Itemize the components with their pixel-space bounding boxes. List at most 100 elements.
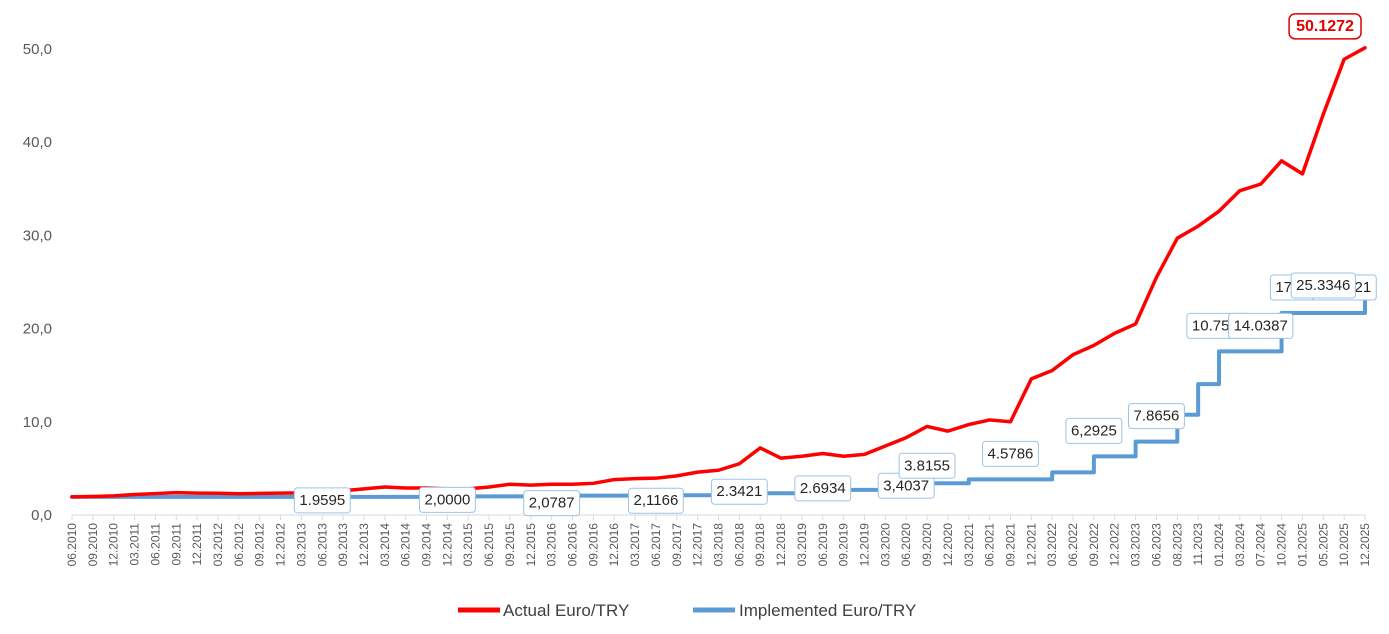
x-tick-label: 10.2024 — [1275, 523, 1289, 567]
x-tick-label: 06.2014 — [399, 523, 413, 567]
x-tick-label: 06.2016 — [566, 523, 580, 567]
x-tick-label: 06.2019 — [816, 523, 830, 567]
x-tick-label: 03.2021 — [962, 523, 976, 567]
legend-label-implemented: Implemented Euro/TRY — [739, 601, 916, 620]
x-tick-label: 03.2015 — [461, 523, 475, 567]
x-tick-label: 01.2025 — [1295, 523, 1309, 567]
data-label: 50.1272 — [1288, 13, 1362, 40]
data-label: 2.3421 — [710, 478, 768, 505]
x-tick-label: 06.2013 — [315, 523, 329, 567]
data-label-text: 3,4037 — [883, 477, 929, 494]
y-tick-label: 20,0 — [23, 321, 52, 338]
data-label-text: 2.6934 — [800, 480, 846, 497]
x-tick-label: 03.2019 — [795, 523, 809, 567]
y-tick-label: 0,0 — [31, 507, 52, 524]
data-label-box — [293, 487, 351, 514]
x-tick-label: 09.2012 — [253, 523, 267, 567]
x-tick-label: 09.2018 — [753, 523, 767, 567]
y-axis: 0,0 10,0 20,0 30,0 40,0 50,0 — [23, 41, 52, 524]
data-label-text: 2.3421 — [716, 483, 762, 500]
series-layer — [70, 46, 1367, 499]
x-tick-label: 09.2021 — [1003, 523, 1017, 567]
x-tick-label: 01.2024 — [1212, 523, 1226, 567]
data-label-box — [1288, 13, 1362, 40]
x-tick-label: 03.2011 — [128, 523, 142, 566]
data-label-text: 4.5786 — [988, 445, 1034, 462]
x-tick-label: 09.2013 — [336, 523, 350, 567]
data-labels: 50.1272 1.9595 2,0000 2,0787 2,1166 2.3421 2.6… — [293, 13, 1377, 517]
x-tick-label: 06.2023 — [1149, 523, 1163, 567]
x-tick-label: 06.2022 — [1066, 523, 1080, 567]
data-label: 6,2925 — [1065, 417, 1123, 444]
x-tick-label: 12.2014 — [440, 523, 454, 567]
x-tick-label: 09.2020 — [920, 523, 934, 567]
x-tick-label: 05.2025 — [1316, 523, 1330, 567]
x-tick-label: 06.2012 — [232, 523, 246, 567]
x-tick-label: 06.2015 — [482, 523, 496, 567]
x-tick-label: 06.2017 — [649, 523, 663, 567]
x-tick-label: 06.2020 — [899, 523, 913, 567]
data-label-box — [628, 487, 684, 514]
x-tick-label: 03.2016 — [545, 523, 559, 567]
x-tick-label: 03.2022 — [1045, 523, 1059, 567]
data-label-text: 14.0387 — [1234, 317, 1288, 334]
x-tick-label: 03.2018 — [712, 523, 726, 567]
data-label-box — [1065, 417, 1123, 444]
data-label-box — [1128, 403, 1185, 430]
data-label: 4.5786 — [982, 440, 1039, 467]
y-tick-label: 30,0 — [23, 227, 52, 244]
legend: Actual Euro/TRY Implemented Euro/TRY — [458, 601, 916, 620]
x-tick-label: 03.2014 — [378, 523, 392, 567]
x-tick-label: 08.2023 — [1170, 523, 1184, 567]
data-label: 2,1166 — [628, 487, 684, 514]
x-tick-label: 12.2025 — [1358, 523, 1372, 567]
data-label-text: 2,0787 — [529, 495, 575, 512]
data-label-box — [418, 486, 476, 513]
y-tick-label: 10,0 — [23, 414, 52, 431]
x-tick-label: 12.2019 — [857, 523, 871, 567]
legend-label-actual: Actual Euro/TRY — [503, 601, 629, 620]
data-label-text: 3.8155 — [904, 457, 950, 474]
x-tick-label: 12.2020 — [941, 523, 955, 567]
data-label-box — [1290, 272, 1356, 299]
x-axis: 06.2010 09.2010 12.2010 03.2011 06.2011 09.20… — [65, 515, 1372, 566]
x-tick-label: 12.2010 — [107, 523, 121, 567]
series-line-implemented — [70, 276, 1367, 499]
data-label-box — [1228, 312, 1294, 339]
x-tick-label: 03.2013 — [294, 523, 308, 567]
x-tick-label: 12.2012 — [274, 523, 288, 567]
x-tick-label: 09.2017 — [670, 523, 684, 567]
data-label-box — [982, 440, 1039, 467]
data-label: 1.9595 — [293, 487, 351, 514]
data-label-text: 7.8656 — [1134, 408, 1180, 425]
x-tick-label: 03.2023 — [1129, 523, 1143, 567]
x-tick-label: 12.2022 — [1108, 523, 1122, 567]
x-tick-label: 03.2017 — [628, 523, 642, 567]
data-label: 2,0787 — [523, 490, 581, 517]
x-tick-label: 06.2021 — [983, 523, 997, 567]
x-tick-label: 12.2016 — [607, 523, 621, 567]
data-label: 3.8155 — [898, 452, 956, 479]
x-tick-label: 11.2023 — [1191, 523, 1205, 566]
x-tick-label: 12.2018 — [774, 523, 788, 567]
x-tick-label: 12.2011 — [190, 523, 204, 566]
x-tick-label: 09.2019 — [837, 523, 851, 567]
x-tick-label: 03.2020 — [878, 523, 892, 567]
data-label: 25.3346 — [1290, 272, 1356, 299]
x-tick-label: 07.2024 — [1254, 523, 1268, 567]
y-tick-label: 40,0 — [23, 134, 52, 151]
data-label-box — [523, 490, 581, 517]
x-tick-label: 12.2015 — [524, 523, 538, 567]
x-tick-label: 06.2010 — [65, 523, 79, 567]
x-tick-label: 06.2011 — [148, 523, 162, 566]
x-tick-label: 09.2011 — [169, 523, 183, 566]
data-label-text: 2,1166 — [634, 492, 679, 509]
data-label-box — [794, 475, 852, 502]
data-label-box — [710, 478, 768, 505]
data-label: 14.0387 — [1228, 312, 1294, 339]
x-tick-label: 03.2024 — [1233, 523, 1247, 567]
data-label-box — [898, 452, 956, 479]
x-tick-label: 09.2022 — [1087, 523, 1101, 567]
x-tick-label: 10.2025 — [1337, 523, 1351, 567]
